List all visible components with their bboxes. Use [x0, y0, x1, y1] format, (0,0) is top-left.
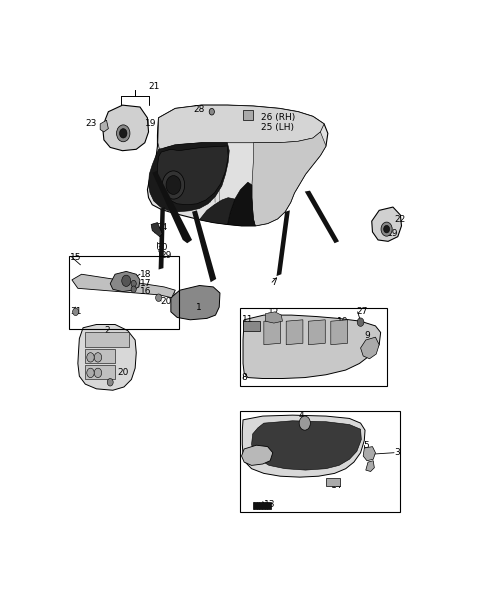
Text: 20: 20 — [160, 296, 172, 306]
Bar — [252, 501, 271, 509]
Polygon shape — [152, 171, 192, 243]
Circle shape — [381, 222, 392, 236]
Text: 24: 24 — [156, 223, 167, 232]
Circle shape — [87, 353, 94, 362]
Circle shape — [209, 109, 215, 115]
Bar — [243, 321, 260, 331]
Polygon shape — [192, 210, 216, 282]
Polygon shape — [366, 461, 374, 472]
Circle shape — [72, 308, 79, 315]
Text: 4: 4 — [299, 411, 304, 420]
Polygon shape — [363, 447, 375, 461]
Text: 1: 1 — [196, 303, 202, 312]
Text: 29: 29 — [160, 251, 172, 260]
Text: 13: 13 — [264, 500, 276, 509]
Circle shape — [357, 318, 364, 326]
Text: 10: 10 — [337, 317, 348, 326]
Polygon shape — [276, 210, 290, 276]
Circle shape — [120, 129, 127, 138]
Text: 14: 14 — [331, 481, 342, 490]
Polygon shape — [151, 223, 162, 237]
Circle shape — [156, 294, 162, 301]
Circle shape — [166, 176, 181, 195]
Circle shape — [94, 368, 102, 378]
Polygon shape — [264, 320, 281, 345]
Polygon shape — [241, 445, 273, 465]
Polygon shape — [110, 271, 140, 292]
Bar — [85, 365, 115, 379]
Text: 19: 19 — [145, 120, 156, 129]
Bar — [240, 308, 387, 386]
Bar — [85, 332, 129, 346]
Polygon shape — [372, 207, 401, 242]
Text: 23: 23 — [85, 120, 96, 129]
Polygon shape — [158, 105, 324, 151]
Bar — [326, 478, 340, 486]
Text: 12: 12 — [267, 308, 279, 317]
Text: 16: 16 — [140, 287, 152, 296]
Polygon shape — [72, 274, 175, 298]
Circle shape — [87, 368, 94, 378]
Polygon shape — [148, 143, 229, 212]
Polygon shape — [286, 320, 303, 345]
Polygon shape — [243, 315, 381, 378]
Text: 9: 9 — [364, 331, 370, 340]
Polygon shape — [200, 198, 235, 224]
Text: 26 (RH): 26 (RH) — [261, 113, 295, 123]
Text: 3: 3 — [394, 448, 400, 458]
Circle shape — [131, 286, 136, 293]
Circle shape — [122, 275, 131, 287]
Circle shape — [131, 281, 136, 287]
Text: 28: 28 — [193, 106, 204, 114]
Circle shape — [384, 225, 390, 233]
Polygon shape — [265, 312, 282, 323]
Polygon shape — [305, 190, 339, 243]
Text: 25 (LH): 25 (LH) — [261, 123, 294, 132]
Polygon shape — [360, 337, 379, 359]
Text: 15: 15 — [71, 253, 82, 262]
Circle shape — [107, 378, 113, 386]
Circle shape — [117, 125, 130, 142]
Polygon shape — [147, 105, 328, 226]
Bar — [85, 350, 115, 364]
Circle shape — [94, 353, 102, 362]
Bar — [240, 411, 400, 512]
Text: 17: 17 — [140, 279, 152, 288]
Bar — [243, 110, 253, 120]
Text: 11: 11 — [241, 315, 253, 325]
Polygon shape — [252, 421, 361, 470]
Polygon shape — [78, 325, 136, 390]
Polygon shape — [158, 207, 165, 270]
Text: 6: 6 — [245, 448, 251, 458]
Text: 21: 21 — [148, 82, 159, 91]
Text: 18: 18 — [140, 270, 152, 279]
Text: 27: 27 — [357, 307, 368, 317]
Text: 2: 2 — [104, 326, 109, 335]
Text: 8: 8 — [241, 373, 247, 382]
Polygon shape — [228, 182, 255, 226]
Polygon shape — [331, 320, 348, 345]
Polygon shape — [242, 415, 365, 477]
Circle shape — [299, 416, 311, 430]
Text: 5: 5 — [363, 440, 369, 450]
Polygon shape — [157, 146, 228, 205]
Text: 30: 30 — [156, 243, 168, 253]
Polygon shape — [309, 320, 325, 345]
Text: 31: 31 — [71, 307, 82, 317]
Polygon shape — [100, 120, 108, 132]
Circle shape — [162, 171, 185, 199]
Text: 20: 20 — [118, 368, 129, 378]
Polygon shape — [252, 132, 326, 226]
Bar — [69, 256, 179, 329]
Polygon shape — [171, 285, 220, 320]
Polygon shape — [103, 105, 148, 151]
Text: 22: 22 — [395, 215, 406, 224]
Text: 19: 19 — [387, 229, 399, 239]
Text: 7: 7 — [271, 278, 277, 287]
